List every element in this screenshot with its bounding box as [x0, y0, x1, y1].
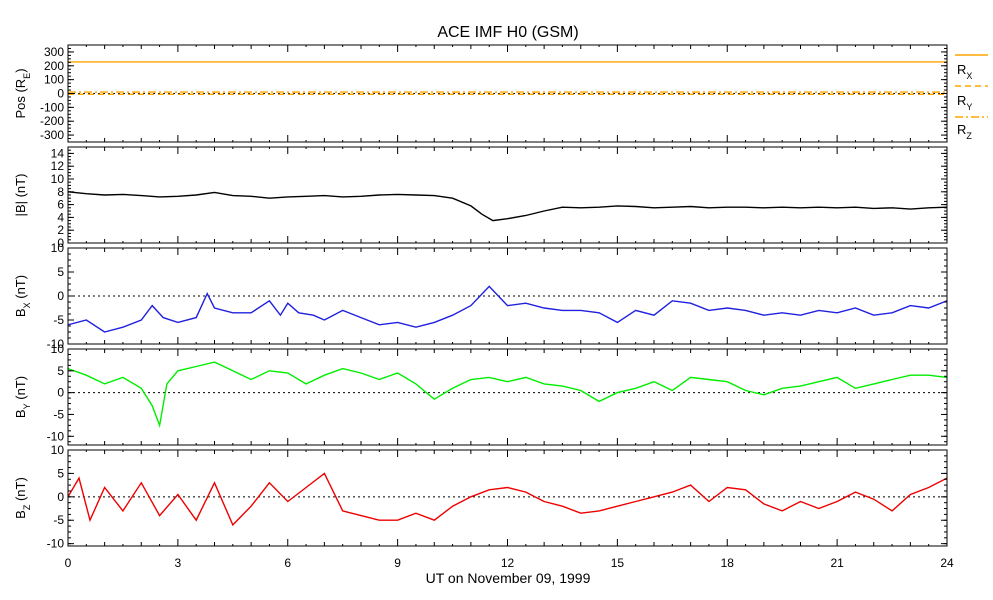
legend-label: RX — [957, 62, 972, 81]
y-tick-label: -10 — [47, 337, 65, 351]
x-tick-label: 18 — [721, 556, 735, 570]
y-tick-label: -200 — [40, 114, 64, 128]
series-line-bz — [68, 472, 947, 527]
y-tick-label: 200 — [44, 59, 64, 73]
panel-bz: 10 5 0 -5 -10 BZ (nT) — [13, 443, 948, 551]
y-tick-label: 0 — [57, 236, 64, 250]
y-tick-label: 5 — [57, 466, 64, 480]
legend-label: RY — [957, 93, 972, 112]
legend-label: RZ — [957, 122, 972, 141]
y-tick-label: 0 — [57, 490, 64, 504]
y-tick-label: 10 — [51, 241, 65, 255]
series-line-bx — [68, 285, 947, 333]
y-tick-label: -10 — [47, 429, 65, 443]
chart-title: ACE IMF H0 (GSM) — [437, 24, 578, 41]
x-tick-label: 12 — [501, 556, 515, 570]
series-line-b — [68, 191, 947, 222]
panel-by: 10 5 0 -5 -10 BY (nT) — [13, 342, 948, 446]
y-tick-label: 100 — [44, 73, 64, 87]
y-tick-label: 5 — [57, 364, 64, 378]
x-tick-label: 24 — [940, 556, 954, 570]
series-line-by — [68, 361, 947, 429]
y-tick-label: 12 — [51, 159, 65, 173]
x-tick-label: 6 — [284, 556, 291, 570]
y-tick-label: 0 — [57, 289, 64, 303]
x-tick-label: 15 — [611, 556, 625, 570]
y-tick-label: 10 — [51, 443, 65, 457]
y-tick-label: 0 — [57, 386, 64, 400]
x-axis-label: UT on November 09, 1999 — [426, 570, 591, 586]
y-tick-label: -10 — [47, 537, 65, 551]
y-tick-label: 5 — [57, 265, 64, 279]
y-axis-label-bmag: |B| (nT) — [13, 174, 28, 217]
y-tick-label: 6 — [57, 198, 64, 212]
y-tick-label: -5 — [53, 313, 64, 327]
y-tick-label: 4 — [57, 210, 64, 224]
y-tick-label: 2 — [57, 223, 64, 237]
y-tick-label: 10 — [51, 342, 65, 356]
y-tick-label: -100 — [40, 100, 64, 114]
x-tick-label: 9 — [394, 556, 401, 570]
y-axis-label-pos: Pos (RE) — [13, 68, 32, 118]
x-tick-labels: 0 3 6 9 12 15 18 21 24 — [65, 556, 954, 570]
y-tick-label: 0 — [57, 87, 64, 101]
y-axis-label-bx: BX (nT) — [13, 275, 32, 317]
position-legend: RX RY RZ — [955, 54, 988, 141]
y-tick-label: -300 — [40, 128, 64, 142]
panel-bx: 10 5 0 -5 -10 BX (nT) — [13, 241, 948, 351]
y-tick-label: -5 — [53, 407, 64, 421]
y-tick-label: -5 — [53, 513, 64, 527]
y-tick-label: 10 — [51, 172, 65, 186]
x-tick-label: 0 — [65, 556, 72, 570]
x-tick-label: 21 — [830, 556, 844, 570]
x-tick-label: 3 — [175, 556, 182, 570]
y-tick-label: 8 — [57, 185, 64, 199]
y-axis-label-bz: BZ (nT) — [13, 477, 32, 519]
y-tick-label: 14 — [51, 146, 65, 160]
y-tick-label: 300 — [44, 45, 64, 59]
y-axis-label-by: BY (nT) — [13, 376, 32, 418]
